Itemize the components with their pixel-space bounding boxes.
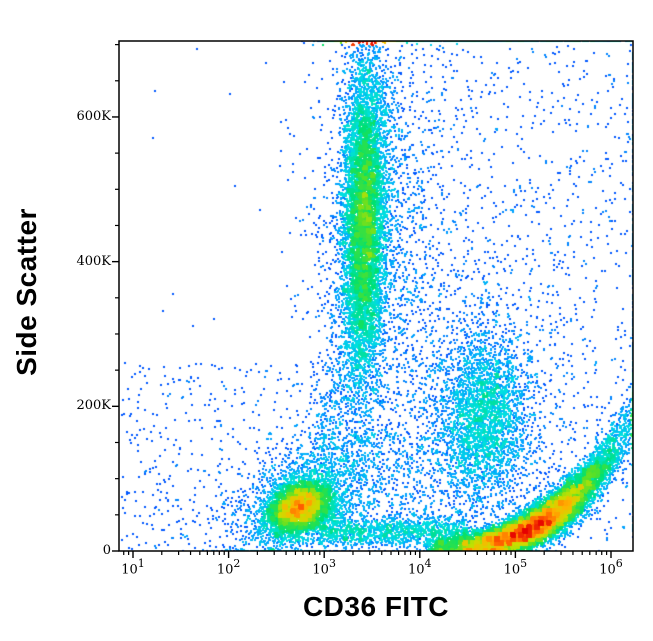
density-scatter-canvas [119, 41, 633, 551]
y-tick-label-0: 0 [102, 543, 111, 558]
y-axis-title: Side Scatter [11, 208, 42, 376]
x-tick-label-10e6: 106 [599, 557, 623, 578]
y-tick-label-400K: 400K [76, 253, 111, 269]
x-tick-label-10e3: 103 [312, 557, 336, 578]
y-tick-label-600K: 600K [76, 108, 111, 124]
x-axis-title: CD36 FITC [302, 591, 450, 622]
x-tick-label-10e2: 102 [216, 557, 241, 578]
y-tick-label-200K: 200K [76, 398, 111, 414]
x-tick-label-10e4: 104 [408, 557, 432, 578]
x-tick-label-10e5: 105 [503, 557, 528, 578]
x-tick-label-10e1: 101 [121, 557, 145, 578]
